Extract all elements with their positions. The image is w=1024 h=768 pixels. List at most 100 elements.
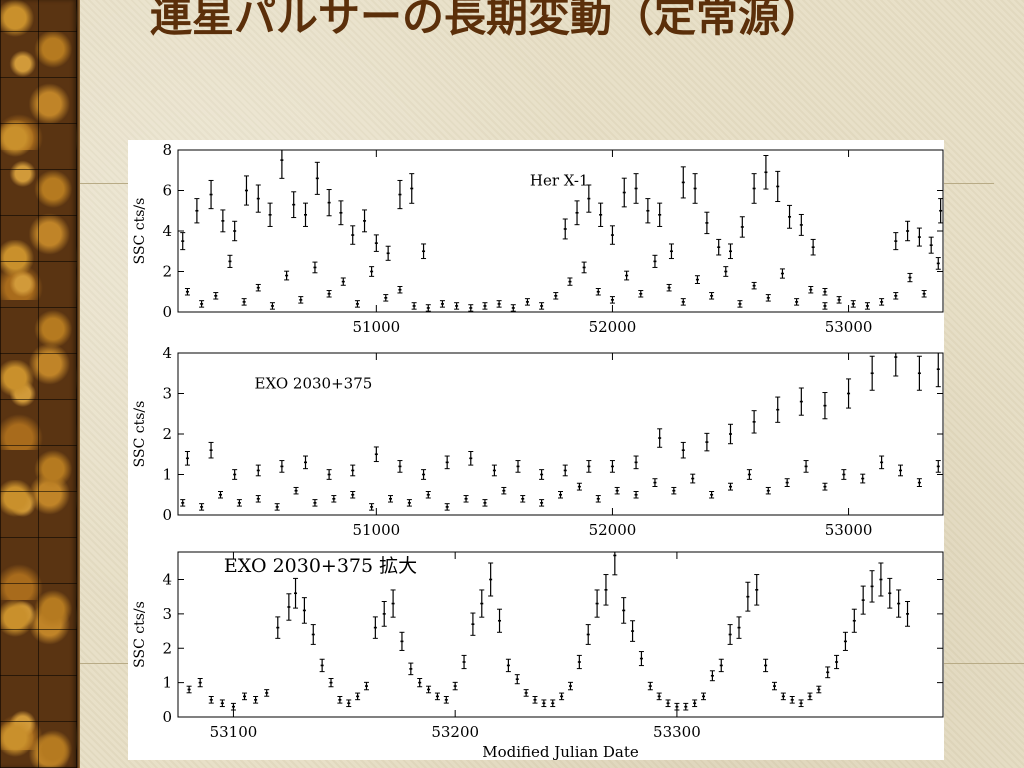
data-point xyxy=(326,189,332,217)
data-point xyxy=(337,696,343,704)
data-point xyxy=(291,191,297,219)
data-point xyxy=(898,464,903,477)
data-point xyxy=(539,302,545,310)
data-point xyxy=(878,562,884,597)
y-axis-label: SSC cts/s xyxy=(132,401,148,468)
data-point xyxy=(879,455,885,470)
data-point xyxy=(454,302,460,310)
decorative-line-lower-right xyxy=(944,663,1024,664)
strip-edge xyxy=(77,0,80,768)
data-point xyxy=(674,702,680,711)
data-point xyxy=(314,161,320,195)
panel-annotation: Her X-1 xyxy=(530,172,589,190)
data-point xyxy=(255,464,261,477)
data-point xyxy=(274,503,280,511)
data-point xyxy=(916,227,922,247)
data-point xyxy=(860,585,866,615)
data-point xyxy=(665,699,671,708)
data-point xyxy=(482,499,488,507)
data-point xyxy=(612,551,618,576)
data-point xyxy=(452,681,458,691)
data-point xyxy=(879,298,885,306)
data-point xyxy=(255,184,261,213)
data-point xyxy=(567,681,573,691)
data-point xyxy=(199,503,205,511)
data-point xyxy=(406,499,412,507)
data-point xyxy=(232,220,238,242)
data-point xyxy=(539,469,545,480)
y-tick-label: 1 xyxy=(162,674,172,692)
data-point xyxy=(709,292,715,300)
data-point xyxy=(671,486,677,495)
data-point xyxy=(633,173,639,204)
data-point xyxy=(736,616,742,639)
data-point xyxy=(310,624,316,645)
data-point xyxy=(798,387,804,416)
data-point xyxy=(425,491,431,499)
data-point xyxy=(798,213,804,236)
data-point xyxy=(775,396,781,423)
data-point xyxy=(488,562,494,597)
data-point xyxy=(694,275,700,284)
data-point xyxy=(567,277,573,286)
y-tick-label: 0 xyxy=(162,303,172,321)
data-point xyxy=(905,220,911,242)
data-point xyxy=(860,473,866,484)
data-point xyxy=(704,432,710,452)
data-point xyxy=(293,486,299,495)
data-point xyxy=(784,478,790,487)
y-tick-label: 2 xyxy=(162,263,172,281)
data-point xyxy=(841,469,847,480)
data-point xyxy=(822,302,828,310)
data-point xyxy=(581,261,587,274)
x-tick-label: 53100 xyxy=(210,723,258,741)
data-point xyxy=(338,200,344,226)
data-point xyxy=(463,495,469,503)
data-point xyxy=(680,298,686,306)
data-point xyxy=(850,300,856,308)
data-point xyxy=(227,254,233,268)
data-point xyxy=(180,232,186,251)
data-point xyxy=(255,495,261,503)
data-point xyxy=(709,670,715,682)
data-point xyxy=(553,292,559,300)
data-point xyxy=(893,292,899,300)
y-tick-label: 3 xyxy=(162,605,172,623)
data-point xyxy=(614,486,620,495)
data-point xyxy=(350,491,356,499)
data-point xyxy=(745,581,751,612)
data-point xyxy=(562,464,568,477)
data-point xyxy=(373,446,379,463)
plot-frame xyxy=(177,551,944,718)
data-point xyxy=(505,658,511,673)
data-point xyxy=(723,266,729,277)
data-point xyxy=(787,204,793,229)
x-tick-label: 53000 xyxy=(825,521,873,539)
data-point xyxy=(869,570,875,603)
data-point xyxy=(496,300,502,308)
x-tick-label: 53200 xyxy=(431,723,479,741)
data-point xyxy=(808,285,814,294)
data-point xyxy=(609,460,615,473)
data-point xyxy=(822,482,828,491)
data-point xyxy=(603,574,609,606)
data-point xyxy=(630,620,636,642)
data-point xyxy=(737,300,743,308)
data-point xyxy=(765,486,771,495)
y-tick-label: 4 xyxy=(162,222,172,240)
data-point xyxy=(652,478,658,487)
data-point xyxy=(558,491,563,499)
data-point xyxy=(232,469,238,480)
data-point xyxy=(825,666,831,679)
data-point xyxy=(771,681,777,691)
data-point xyxy=(652,254,658,268)
data-point xyxy=(624,270,630,281)
y-tick-label: 6 xyxy=(162,182,172,200)
y-axis-label: SSC cts/s xyxy=(132,198,148,265)
data-point xyxy=(426,685,432,694)
data-point xyxy=(409,173,415,204)
data-point xyxy=(638,290,644,298)
data-point xyxy=(218,491,223,499)
data-point xyxy=(656,692,662,701)
data-point xyxy=(373,234,379,252)
